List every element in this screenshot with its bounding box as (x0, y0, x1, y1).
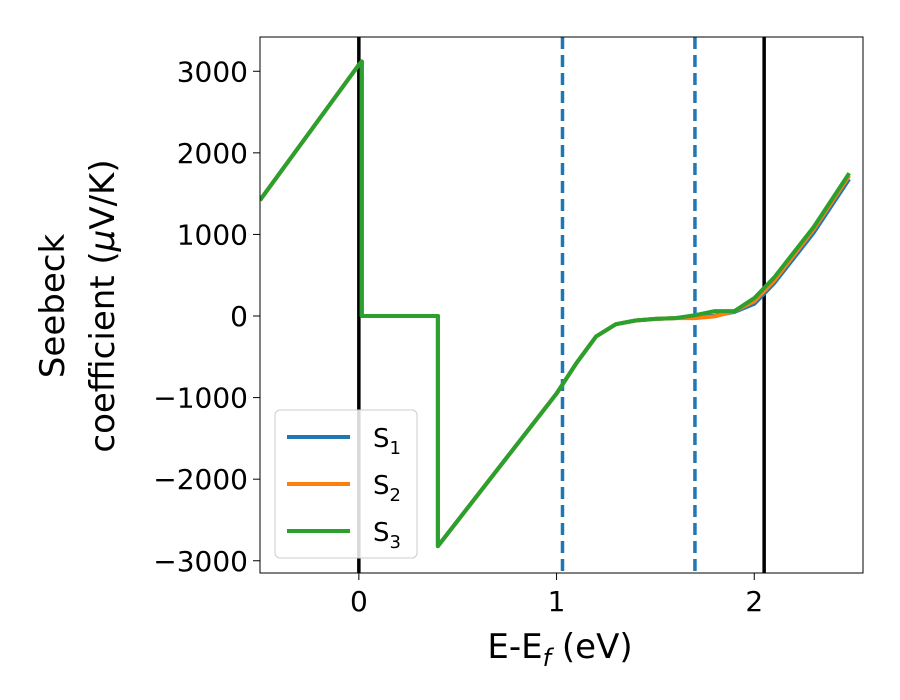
plot-area (260, 37, 851, 573)
y-tick-label: 0 (230, 300, 248, 333)
legend-label-s1: S1 (373, 424, 401, 459)
axes (259, 36, 864, 574)
y-axis-title-line2: coefficient (μV/K) (83, 159, 123, 452)
legend-label-s3: S3 (373, 518, 401, 553)
y-tick-label: −1000 (153, 382, 248, 415)
series-line-s3 (260, 59, 851, 549)
legend-label-s2: S2 (373, 471, 401, 506)
y-tick-label: −2000 (153, 463, 248, 496)
y-tick-label: 2000 (177, 137, 248, 170)
x-tick-label: 1 (548, 585, 566, 618)
ticks: 0 1 2 −3000 −2000 −1000 0 1000 2000 3000 (153, 55, 763, 618)
legend: S1 S2 S3 (274, 409, 418, 559)
y-tick-label: 1000 (177, 218, 248, 251)
y-tick-label: 3000 (177, 55, 248, 88)
y-tick-label: −3000 (153, 545, 248, 578)
y-axis-title-line1: Seebeck (33, 234, 73, 379)
y-axis-title: Seebeck coefficient (μV/K) (33, 159, 123, 452)
x-tick-label: 2 (745, 585, 763, 618)
x-axis-title: E-Ef (eV) (487, 627, 632, 672)
x-tick-label: 0 (350, 585, 368, 618)
axes-frame (259, 36, 864, 574)
